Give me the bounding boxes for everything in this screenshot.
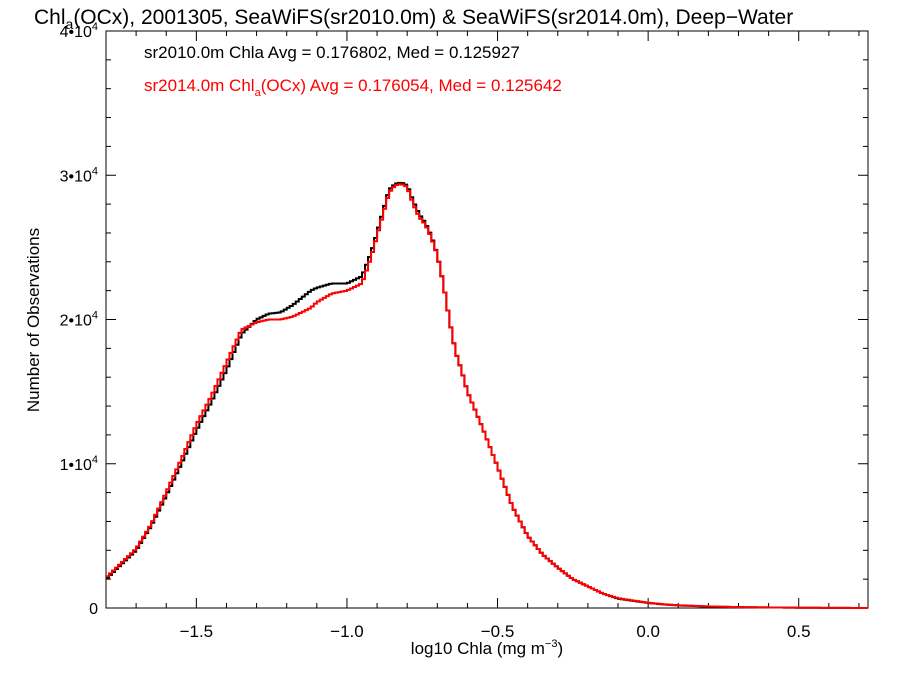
y-tick-label-exponent: 4: [92, 165, 98, 177]
y-tick-label-exponent: 4: [92, 21, 98, 33]
legend-entry-text: (OCx) Avg = 0.176054, Med = 0.125642: [261, 76, 562, 95]
x-tick-label: −0.5: [481, 622, 515, 641]
series-group: [106, 181, 868, 609]
chart-title-part: Chl: [34, 6, 66, 29]
y-tick-label-exponent: 4: [92, 310, 98, 322]
x-axis-label-part: log10 Chla (mg m: [411, 639, 545, 658]
plot-frame: [105, 30, 869, 609]
chart-title-subscript: a: [66, 16, 74, 32]
chart-title-part: (OCx), 2001305, SeaWiFS(sr2010.0m) & Sea…: [73, 6, 793, 29]
y-tick-label: 2•104: [60, 310, 98, 330]
legend-entry-sr2010: sr2010.0m Chla Avg = 0.176802, Med = 0.1…: [144, 43, 520, 62]
legend-entry-text: sr2014.0m Chl: [144, 76, 255, 95]
x-tick-label: 0.5: [787, 622, 811, 641]
y-tick-label: 1•104: [60, 454, 98, 474]
x-axis-label-superscript: −3: [545, 638, 558, 650]
y-tick-label: 4•104: [60, 21, 98, 41]
chart-title: Chla(OCx), 2001305, SeaWiFS(sr2010.0m) &…: [34, 6, 793, 32]
y-tick-label-base: 2•10: [60, 313, 92, 330]
y-tick-label: 3•104: [60, 165, 98, 185]
x-axis-label: log10 Chla (mg m−3): [411, 638, 563, 658]
x-tick-label: −1.5: [180, 622, 214, 641]
legend-entry-subscript: a: [255, 87, 262, 99]
y-tick-label-base: 4•10: [60, 24, 92, 41]
y-tick-label-exponent: 4: [92, 454, 98, 466]
x-tick-label: 0.0: [636, 622, 660, 641]
x-axis-label-part: ): [558, 639, 564, 658]
x-tick-label: −1.0: [330, 622, 364, 641]
y-tick-label: 0: [89, 601, 98, 618]
series-sr2010-line: [106, 181, 868, 609]
y-tick-label-base: 3•10: [60, 168, 92, 185]
axis-ticks: [105, 30, 868, 609]
legend-entry-sr2014: sr2014.0m Chla(OCx) Avg = 0.176054, Med …: [144, 76, 562, 99]
y-tick-label-base: 1•10: [60, 457, 92, 474]
legend-entry-text: sr2010.0m Chla Avg = 0.176802, Med = 0.1…: [144, 43, 520, 62]
y-tick-label-base: 0: [89, 601, 98, 618]
series-sr2014-line: [106, 183, 868, 609]
y-axis-label: Number of Observations: [24, 228, 43, 412]
